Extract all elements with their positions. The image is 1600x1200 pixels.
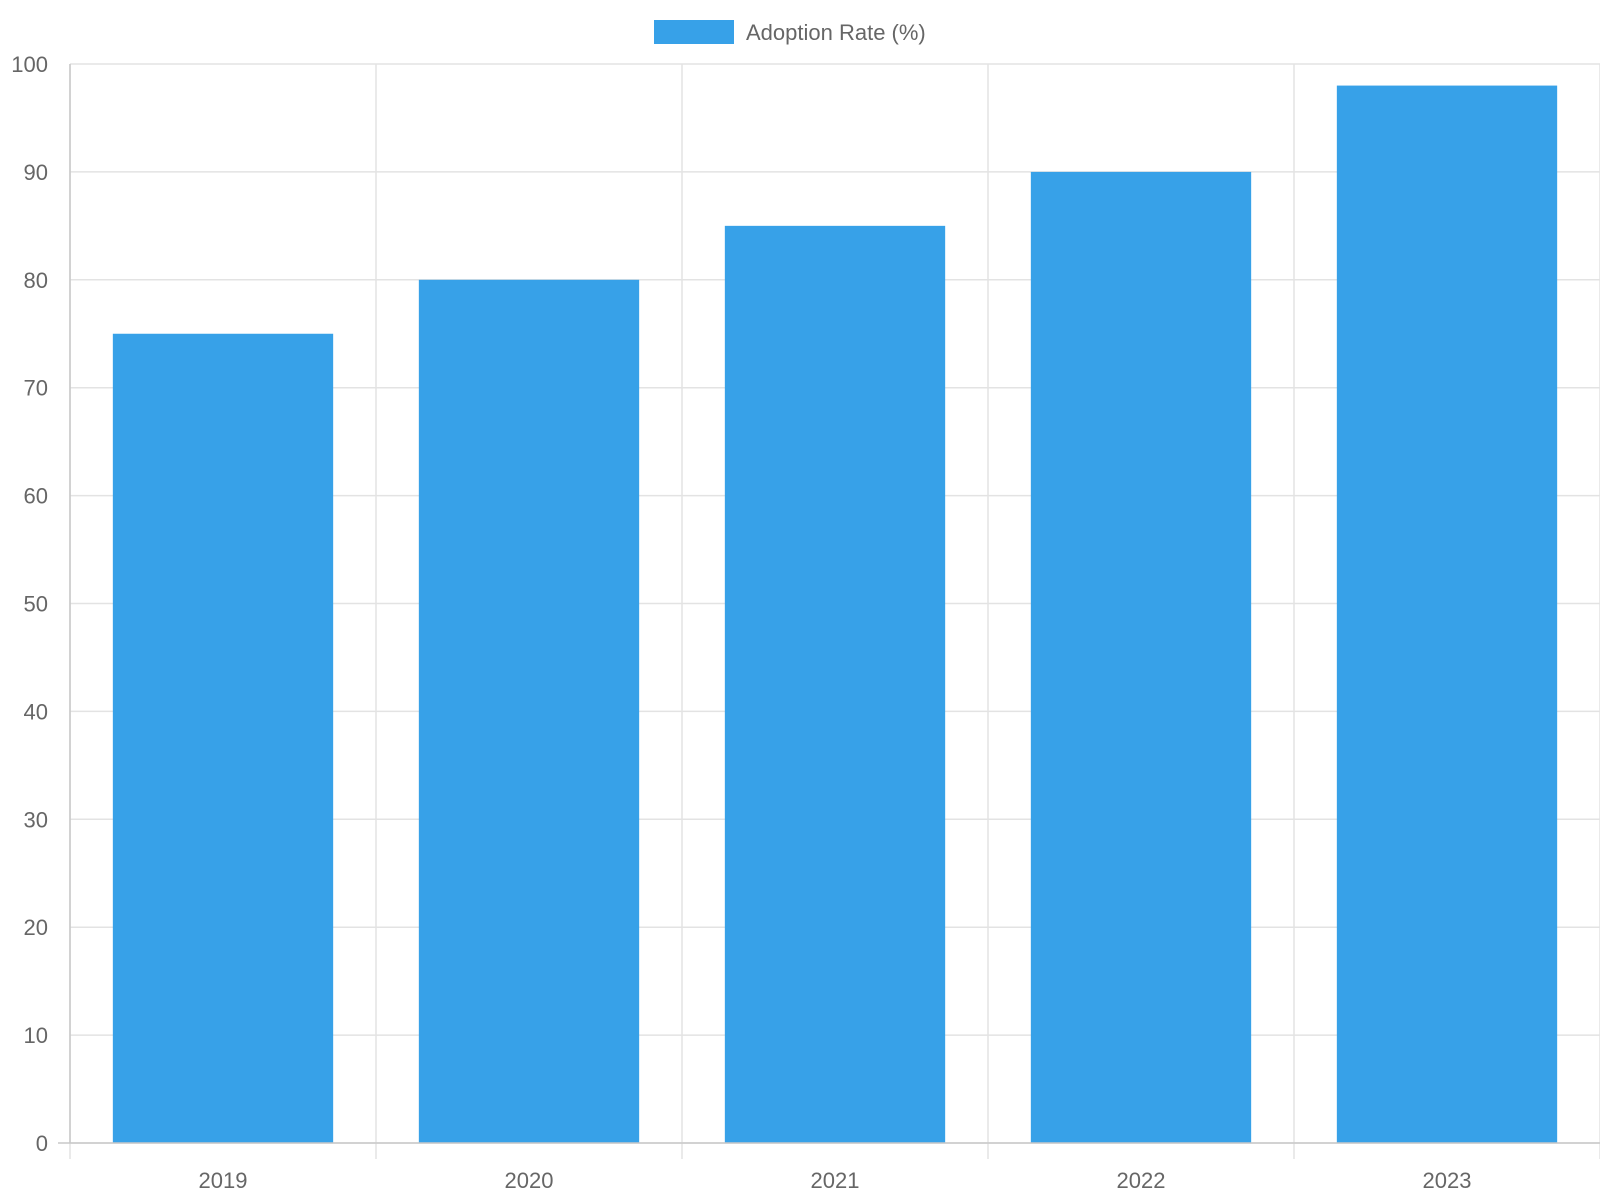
y-tick-label: 50 xyxy=(24,592,48,617)
y-tick-label: 40 xyxy=(24,699,48,724)
y-tick-label: 10 xyxy=(24,1023,48,1048)
x-tick-label: 2022 xyxy=(1117,1168,1166,1193)
y-tick-label: 30 xyxy=(24,807,48,832)
y-axis-tick-labels: 0 10 20 30 40 50 60 70 80 90 100 xyxy=(11,52,48,1156)
axes xyxy=(58,64,1600,1144)
bar-2021[interactable] xyxy=(724,225,946,1144)
bars xyxy=(112,85,1558,1144)
x-axis-tick-labels: 2019 2020 2021 2022 2023 xyxy=(199,1168,1472,1193)
x-tick-label: 2023 xyxy=(1423,1168,1472,1193)
y-tick-label: 90 xyxy=(24,160,48,185)
y-tick-label: 70 xyxy=(24,376,48,401)
y-tick-label: 60 xyxy=(24,484,48,509)
y-tick-label: 0 xyxy=(36,1131,48,1156)
bar-2022[interactable] xyxy=(1030,171,1252,1143)
y-tick-label: 20 xyxy=(24,915,48,940)
legend[interactable]: Adoption Rate (%) xyxy=(654,20,926,45)
x-tick-label: 2019 xyxy=(199,1168,248,1193)
bar-2019[interactable] xyxy=(112,333,334,1143)
bar-2020[interactable] xyxy=(418,279,640,1143)
legend-swatch[interactable] xyxy=(654,20,734,44)
x-tick-label: 2020 xyxy=(505,1168,554,1193)
y-tick-label: 100 xyxy=(11,52,48,77)
bar-2023[interactable] xyxy=(1336,85,1558,1144)
x-tick-label: 2021 xyxy=(811,1168,860,1193)
y-tick-label: 80 xyxy=(24,268,48,293)
legend-label[interactable]: Adoption Rate (%) xyxy=(746,20,926,45)
